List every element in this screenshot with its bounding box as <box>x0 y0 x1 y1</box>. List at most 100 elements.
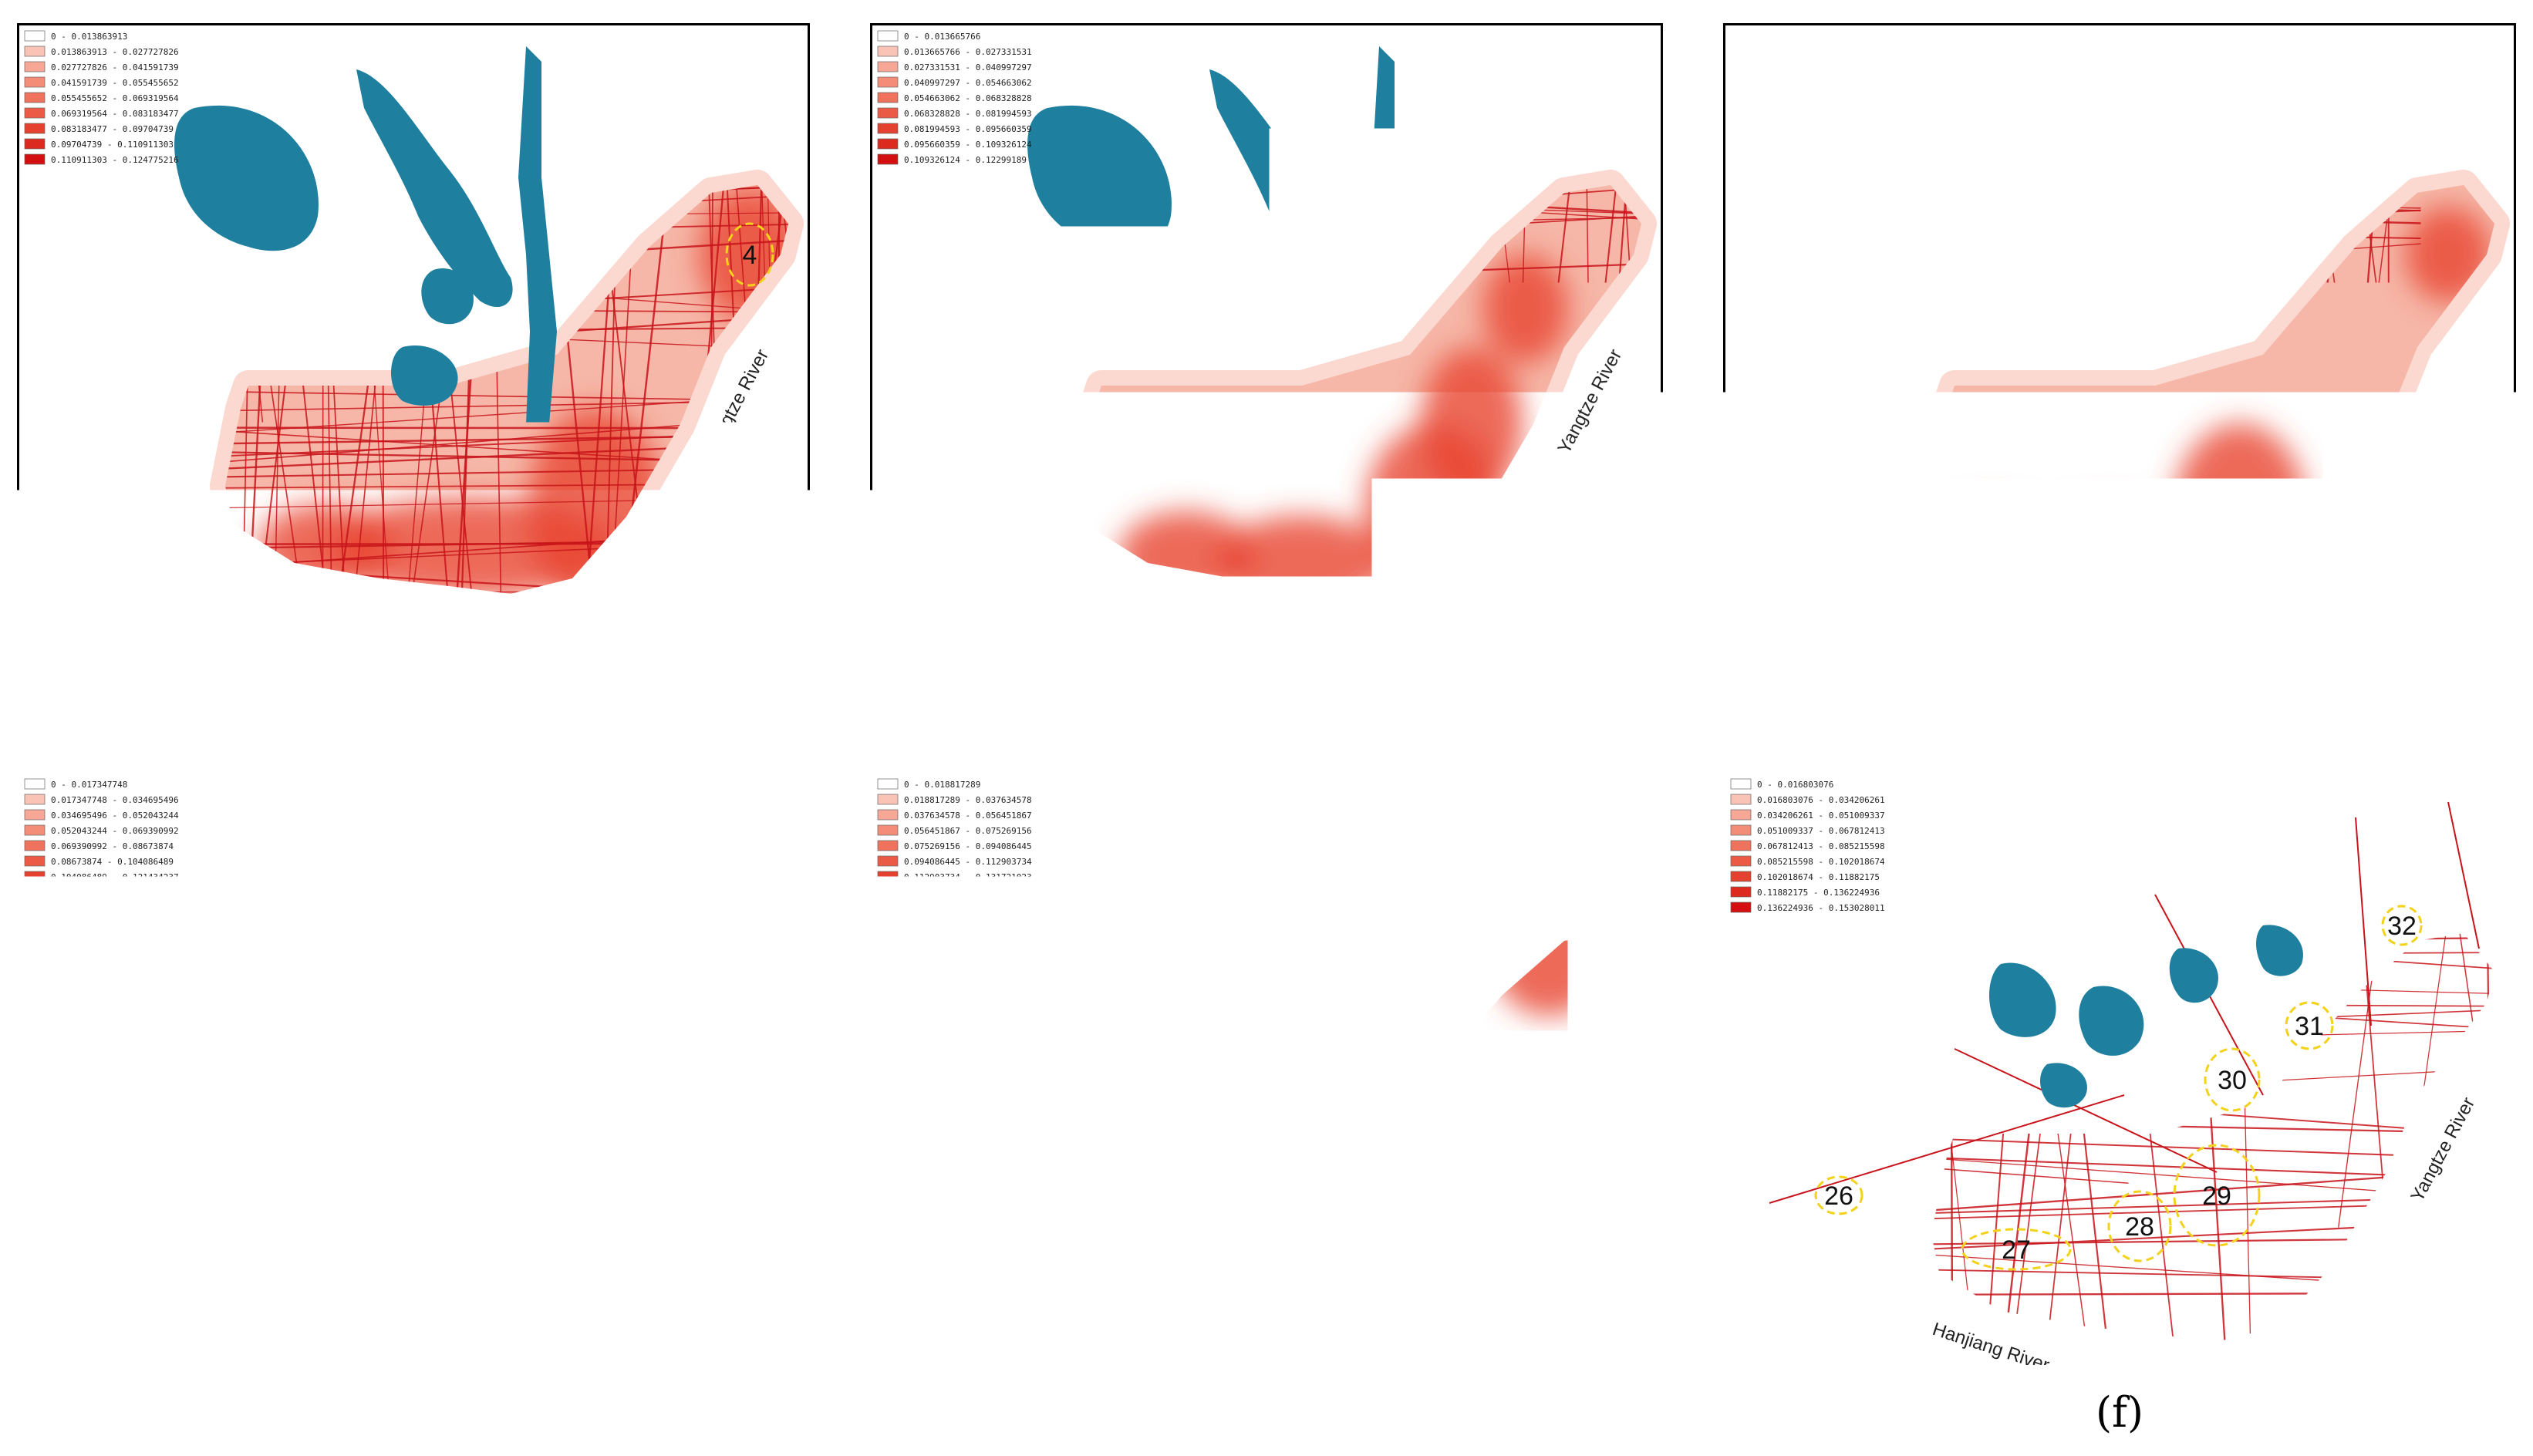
hotspot-label: 3 <box>589 495 603 524</box>
legend-swatch <box>878 887 898 897</box>
legend-label: 0.034695496 - 0.052043244 <box>51 811 179 821</box>
legend-label: 0.051009337 - 0.067812413 <box>1757 826 1885 836</box>
legend-swatch <box>878 841 898 851</box>
legend-label: 0.016803076 - 0.034206261 <box>1757 795 1885 805</box>
caption-f: (f) <box>2042 1392 2197 1434</box>
legend-label: 0.109326124 - 0.12299189 <box>904 155 1027 165</box>
legend-swatch <box>1731 856 1751 866</box>
legend-label: 0.013863913 - 0.027727826 <box>51 47 179 57</box>
legend-swatch <box>25 139 45 149</box>
legend-swatch <box>25 93 45 103</box>
legend-swatch <box>878 794 898 804</box>
legend-swatch <box>1731 810 1751 820</box>
legend-label: 0.110911303 - 0.124775216 <box>51 155 179 165</box>
hotspot-label: 8 <box>1465 410 1479 440</box>
legend-swatch <box>1731 123 1751 133</box>
legend-swatch <box>1731 871 1751 881</box>
legend-swatch <box>1731 108 1751 118</box>
caption-a: (a) <box>336 644 491 686</box>
legend-swatch <box>878 902 898 912</box>
legend-swatch <box>25 902 45 912</box>
legend-swatch <box>1731 77 1751 87</box>
legend-swatch <box>25 154 45 164</box>
legend-label: 0.052043244 - 0.069390992 <box>51 826 179 836</box>
legend-swatch <box>25 887 45 897</box>
legend-swatch <box>1731 841 1751 851</box>
panel-f-map: 0 - 0.016803076 0.016803076 - 0.034206261… <box>1723 771 2516 1365</box>
hotspot-label: 16 <box>450 1097 479 1126</box>
legend-label: 0.027727826 - 0.041591739 <box>51 62 179 72</box>
legend-label: 0.094086445 - 0.112903734 <box>904 857 1032 867</box>
legend-label: 0.102018674 - 0.11882175 <box>1757 872 1880 882</box>
legend-swatch <box>1731 794 1751 804</box>
legend-swatch <box>878 31 898 41</box>
hotspot-label: 27 <box>2002 1235 2031 1265</box>
legend-swatch <box>25 825 45 835</box>
legend-label: 0.121434237 - 0.138781985 <box>51 888 179 898</box>
hotspot-label: 6 <box>1295 549 1310 578</box>
legend-swatch <box>25 62 45 72</box>
hotspot-label: 19 <box>1010 1174 1039 1203</box>
hotspot-label: 21 <box>1218 1112 1247 1141</box>
legend-label: 0.069390992 - 0.08673874 <box>51 841 174 851</box>
legend-label: 0.078751077 - 0.105001436 <box>1757 78 1885 88</box>
legend-label: 0.210002873 - 0.236253232 <box>1757 155 1885 165</box>
hotspot-label: 1 <box>319 534 333 563</box>
legend-swatch <box>1731 139 1751 149</box>
hotspot-label: 18 <box>635 973 664 1003</box>
hotspot-label: 7 <box>1426 495 1441 524</box>
legend-swatch <box>878 825 898 835</box>
caption-e: (e) <box>1189 1392 1344 1434</box>
hotspot-label: 30 <box>2218 1066 2247 1095</box>
legend-label: 0.040997297 - 0.054663062 <box>904 78 1032 88</box>
legend-swatch <box>25 856 45 866</box>
hotspot-label: 32 <box>2387 912 2417 941</box>
hotspot-label: 12 <box>2225 503 2255 532</box>
legend-swatch <box>1731 779 1751 789</box>
legend-swatch <box>1731 154 1751 164</box>
hotspot-label: 4 <box>743 241 757 270</box>
legend-label: 0.085215598 - 0.102018674 <box>1757 857 1885 867</box>
legend-swatch <box>1731 887 1751 897</box>
legend-swatch <box>25 810 45 820</box>
panel-a-map: 0 - 0.013863913 0.013863913 - 0.027727826… <box>17 23 810 617</box>
legend-swatch <box>25 31 45 41</box>
legend-swatch <box>878 856 898 866</box>
legend-label: 0.104086489 - 0.121434237 <box>51 872 179 882</box>
legend-swatch <box>878 154 898 164</box>
legend-label: 0.056451867 - 0.075269156 <box>904 826 1032 836</box>
legend-swatch <box>25 794 45 804</box>
legend-swatch <box>878 810 898 820</box>
legend-label: 0.136224936 - 0.153028011 <box>1757 903 1885 913</box>
legend-label: 0.037634578 - 0.056451867 <box>904 811 1032 821</box>
legend-swatch <box>25 46 45 56</box>
legend-label: 0.08673874 - 0.104086489 <box>51 857 174 867</box>
legend-label: 0 - 0.013665766 <box>904 32 980 42</box>
legend-label: 0.11882175 - 0.136224936 <box>1757 888 1880 898</box>
legend-label: 0.09704739 - 0.110911303 <box>51 140 174 150</box>
legend-label: 0.105001436 - 0.131251795 <box>1757 93 1885 103</box>
legend-label: 0.112903734 - 0.131721023 <box>904 872 1032 882</box>
hotspot-label: 2 <box>465 534 480 563</box>
legend-swatch <box>1731 902 1751 912</box>
legend-swatch <box>878 46 898 56</box>
legend-swatch <box>1731 31 1751 41</box>
caption-d: (d) <box>336 1392 491 1434</box>
legend-label: 0.131721023 - 0.150538312 <box>904 888 1032 898</box>
legend-swatch <box>878 123 898 133</box>
legend-label: 0 - 0.016803076 <box>1757 780 1833 790</box>
legend-swatch <box>25 779 45 789</box>
legend-label: 0 - 0.017347748 <box>51 780 127 790</box>
legend-label: 0.055455652 - 0.069319564 <box>51 93 179 103</box>
hotspot-label: 13 <box>2434 241 2463 270</box>
legend-swatch <box>1731 62 1751 72</box>
hotspot-label: 23 <box>1372 1127 1401 1157</box>
legend-label: 0 - 0.013863913 <box>51 32 127 42</box>
legend-label: 0 - 0.026250359 <box>1757 32 1833 42</box>
hotspot-label: 15 <box>388 1251 417 1280</box>
legend-label: 0.013665766 - 0.027331531 <box>904 47 1032 57</box>
hotspot-label: 31 <box>2295 1012 2324 1041</box>
hotspot-label: 22 <box>1349 1205 1378 1234</box>
legend-label: 0.157502155 - 0.183752514 <box>1757 124 1885 134</box>
